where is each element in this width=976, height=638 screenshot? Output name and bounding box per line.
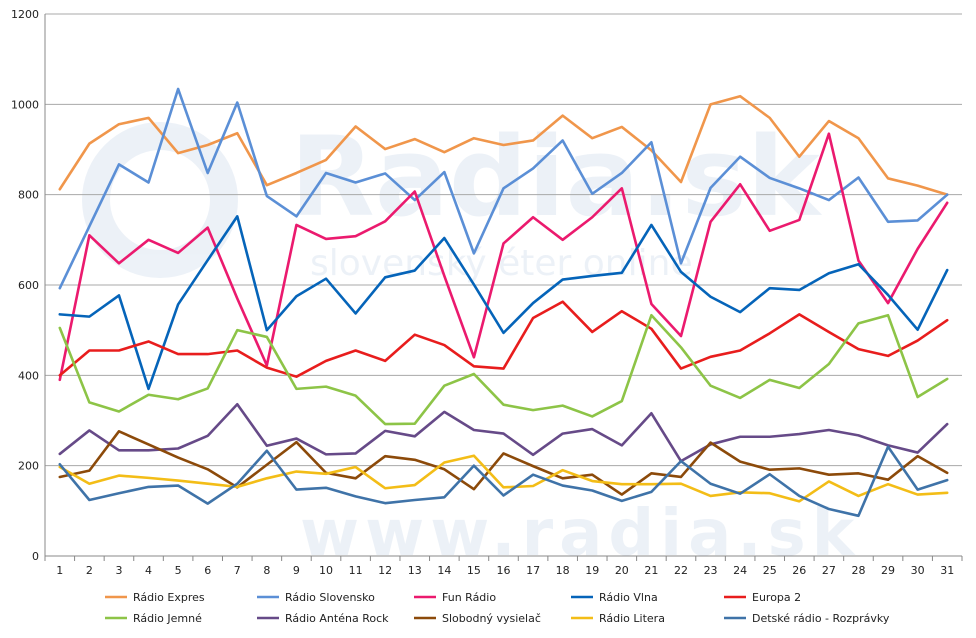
- watermark-logo-text: Radia.sk: [290, 113, 823, 241]
- series-line-2: [58, 87, 949, 290]
- x-tick-label: 15: [467, 564, 481, 577]
- x-tick-label: 1: [56, 564, 63, 577]
- x-tick-label: 7: [234, 564, 241, 577]
- x-tick-label: 2: [86, 564, 93, 577]
- y-tick-label: 1000: [11, 98, 39, 111]
- y-tick-label: 600: [18, 279, 39, 292]
- y-tick-label: 200: [18, 460, 39, 473]
- x-tick-label: 12: [378, 564, 392, 577]
- legend-item-label: Detské rádio - Rozprávky: [752, 612, 890, 625]
- x-tick-label: 31: [940, 564, 954, 577]
- radia-watermark: Radia.sk slovenský éter online www.radia…: [82, 113, 860, 571]
- x-tick-label: 19: [585, 564, 599, 577]
- legend-item-label: Europa 2: [752, 591, 801, 604]
- x-tick-label: 30: [911, 564, 925, 577]
- x-tick-label: 13: [408, 564, 422, 577]
- x-tick-label: 10: [319, 564, 333, 577]
- series-line-6: [58, 313, 949, 426]
- x-tick-label: 25: [763, 564, 777, 577]
- x-tick-label: 24: [733, 564, 747, 577]
- x-tick-label: 26: [792, 564, 806, 577]
- watermark-logo-circle: [82, 122, 238, 278]
- x-tick-label: 6: [204, 564, 211, 577]
- x-tick-label: 21: [644, 564, 658, 577]
- x-tick-label: 11: [349, 564, 363, 577]
- x-tick-label: 27: [822, 564, 836, 577]
- series-line-9: [58, 454, 949, 503]
- series-line-8: [58, 430, 949, 496]
- x-tick-label: 22: [674, 564, 688, 577]
- x-tick-label: 5: [175, 564, 182, 577]
- legend-item-label: Rádio Anténa Rock: [285, 612, 389, 625]
- x-tick-label: 3: [115, 564, 122, 577]
- x-tick-label: 17: [526, 564, 540, 577]
- x-tick-label: 29: [881, 564, 895, 577]
- legend-item-label: Rádio Jemné: [133, 612, 202, 625]
- x-tick-label: 9: [293, 564, 300, 577]
- legend-item-label: Fun Rádio: [442, 591, 496, 604]
- watermark-logo-inner: [110, 150, 210, 250]
- legend-item-label: Rádio Expres: [133, 591, 205, 604]
- x-tick-label: 16: [497, 564, 511, 577]
- series-lines: [58, 87, 949, 518]
- series-line-5: [58, 300, 949, 378]
- x-tick-label: 20: [615, 564, 629, 577]
- legend-item-label: Rádio Vlna: [599, 591, 658, 604]
- x-tick-label: 8: [263, 564, 270, 577]
- legend-item-label: Rádio Litera: [599, 612, 665, 625]
- series-line-4: [58, 215, 949, 391]
- x-tick-label: 4: [145, 564, 152, 577]
- y-tick-label: 0: [32, 550, 39, 563]
- y-tick-label: 400: [18, 369, 39, 382]
- x-tick-label: 23: [704, 564, 718, 577]
- legend-item-label: Slobodný vysielač: [442, 612, 541, 625]
- series-line-10: [58, 445, 949, 518]
- watermark-bottom-text: www.radia.sk: [300, 497, 860, 571]
- x-tick-label: 14: [437, 564, 451, 577]
- x-tick-label: 28: [851, 564, 865, 577]
- series-line-3: [58, 132, 949, 382]
- legend-item-label: Rádio Slovensko: [285, 591, 375, 604]
- x-tick-label: 18: [556, 564, 570, 577]
- y-tick-label: 800: [18, 189, 39, 202]
- series-line-7: [58, 402, 949, 463]
- legend: Rádio Expres Rádio Slovensko Fun Rádio Rádi…: [105, 591, 890, 625]
- y-tick-label: 1200: [11, 8, 39, 21]
- series-line-1: [58, 94, 949, 196]
